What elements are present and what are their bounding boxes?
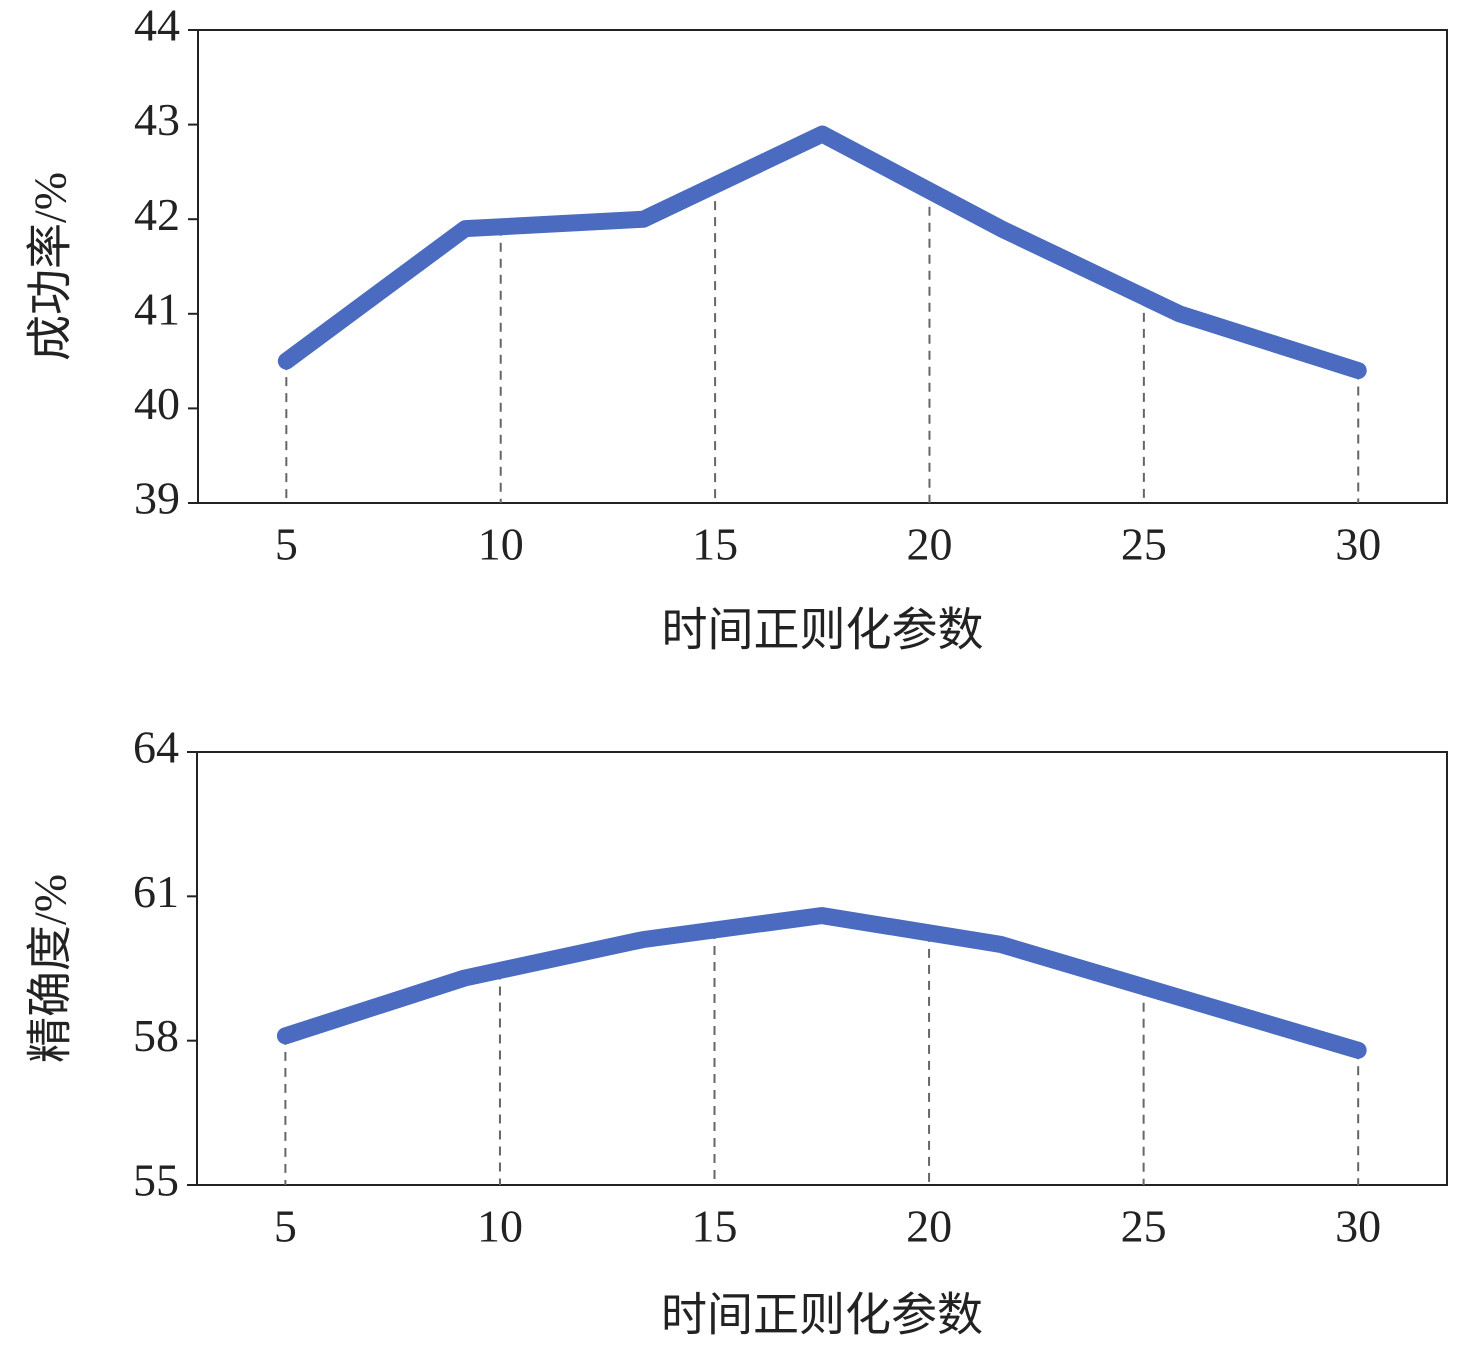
y-tick-label: 43 [134, 94, 180, 145]
x-tick-label: 15 [692, 1201, 738, 1252]
x-tick-label: 25 [1121, 519, 1167, 570]
x-tick-label: 5 [274, 1201, 297, 1252]
y-tick-label: 58 [133, 1010, 179, 1061]
x-tick-label: 10 [478, 519, 524, 570]
y-tick-label: 39 [134, 473, 180, 524]
x-tick-label: 20 [906, 519, 952, 570]
x-tick-label: 30 [1335, 519, 1381, 570]
x-axis-label: 时间正则化参数 [662, 605, 984, 656]
data-line [277, 125, 1367, 380]
plot-frame [196, 751, 1448, 1186]
y-tick-label: 41 [134, 283, 180, 334]
data-line [276, 907, 1367, 1059]
y-axis-label: 精确度/% [25, 874, 76, 1063]
y-axis-label: 成功率/% [25, 172, 76, 361]
y-tick-label: 42 [134, 189, 180, 240]
y-tick-label: 61 [133, 866, 179, 917]
x-tick-label: 25 [1121, 1201, 1167, 1252]
x-tick-label: 30 [1335, 1201, 1381, 1252]
x-tick-label: 15 [692, 519, 738, 570]
x-tick-label: 10 [477, 1201, 523, 1252]
x-tick-label: 20 [906, 1201, 952, 1252]
y-tick-label: 55 [133, 1155, 179, 1206]
y-tick-label: 44 [134, 0, 180, 51]
x-tick-label: 5 [275, 519, 298, 570]
y-tick-label: 40 [134, 378, 180, 429]
y-tick-label: 64 [133, 722, 179, 773]
plot-frame [197, 29, 1448, 504]
x-axis-label: 时间正则化参数 [661, 1290, 983, 1341]
